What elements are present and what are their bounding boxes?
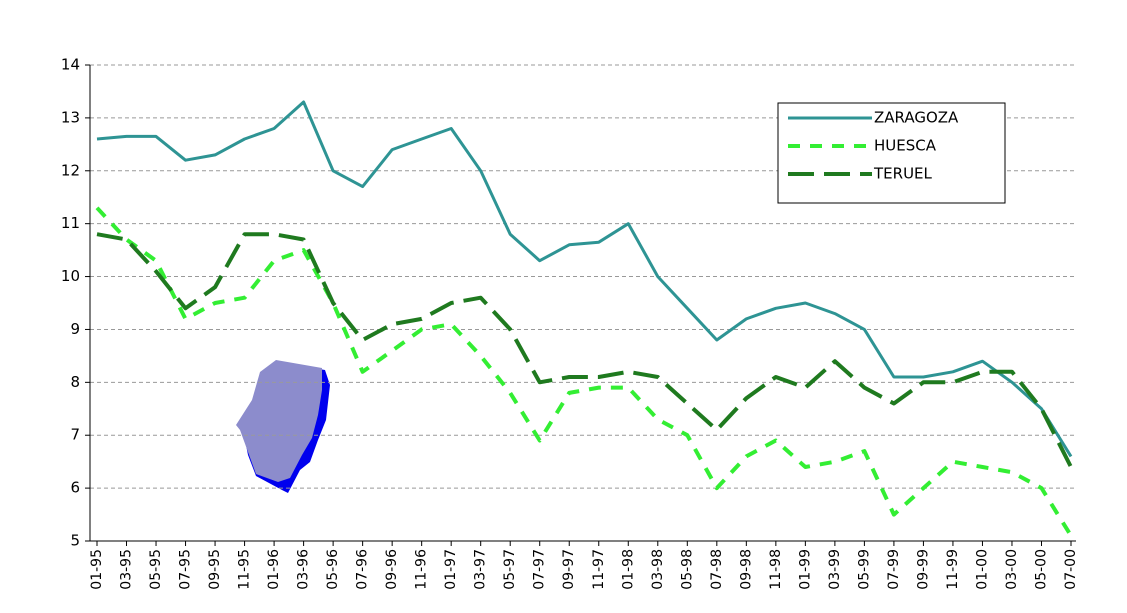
x-tick-label: 01-97 (443, 549, 459, 590)
map (236, 360, 322, 482)
x-tick-label: 03-97 (473, 549, 489, 590)
legend-label: HUESCA (874, 137, 937, 155)
y-tick-label: 7 (70, 426, 80, 444)
x-tick-label: 11-95 (237, 549, 253, 590)
x-tick-label: 01-95 (89, 549, 105, 590)
y-tick-label: 5 (70, 532, 80, 550)
x-tick-label: 03-96 (296, 549, 312, 590)
x-tick-label: 05-97 (502, 549, 518, 590)
x-tick-label: 07-98 (709, 549, 725, 590)
x-tick-label: 07-99 (886, 549, 902, 590)
x-tick-label: 05-98 (679, 549, 695, 590)
x-tick-label: 11-96 (414, 549, 430, 590)
x-tick-label: 07-00 (1063, 549, 1079, 590)
x-tick-label: 11-97 (591, 549, 607, 590)
x-tick-label: 01-98 (620, 549, 636, 590)
x-tick-label: 09-95 (207, 549, 223, 590)
x-tick-label: 03-99 (827, 549, 843, 590)
x-tick-label: 07-96 (355, 549, 371, 590)
legend-box (777, 102, 1006, 204)
series-line (95, 206, 1073, 537)
y-tick-label: 12 (61, 161, 80, 179)
x-tick-label: 01-96 (266, 549, 282, 590)
x-tick-label: 01-99 (797, 549, 813, 590)
x-tick-label: 11-98 (768, 549, 784, 590)
y-tick-label: 8 (70, 373, 80, 391)
x-tick-label: 09-99 (915, 549, 931, 590)
legend-label: TERUEL (873, 165, 933, 183)
legend-label: ZARAGOZA (874, 109, 959, 127)
x-tick-label: 03-00 (1004, 549, 1020, 590)
y-tick-label: 9 (70, 320, 80, 338)
y-tick-label: 11 (61, 214, 80, 232)
x-tick-label: 07-97 (532, 549, 548, 590)
x-tick-label: 05-96 (325, 549, 341, 590)
x-tick-label: 07-95 (178, 549, 194, 590)
series-line (96, 232, 1073, 468)
x-tick-label: 09-96 (384, 549, 400, 590)
y-tick-label: 13 (61, 108, 80, 126)
y-tick-label: 6 (70, 479, 80, 497)
x-tick-label: 09-97 (561, 549, 577, 590)
x-tick-label: 11-99 (945, 549, 961, 590)
x-tick-label: 03-95 (119, 549, 135, 590)
y-tick-label: 14 (61, 56, 80, 74)
x-tick-label: 03-98 (650, 549, 666, 590)
y-tick-label: 10 (61, 267, 80, 285)
x-tick-label: 09-98 (738, 549, 754, 590)
x-tick-label: 05-95 (148, 549, 164, 590)
x-tick-label: 05-00 (1033, 549, 1049, 590)
x-tick-label: 05-99 (856, 549, 872, 590)
x-tick-label: 01-00 (974, 549, 990, 590)
series-line (96, 100, 1073, 458)
